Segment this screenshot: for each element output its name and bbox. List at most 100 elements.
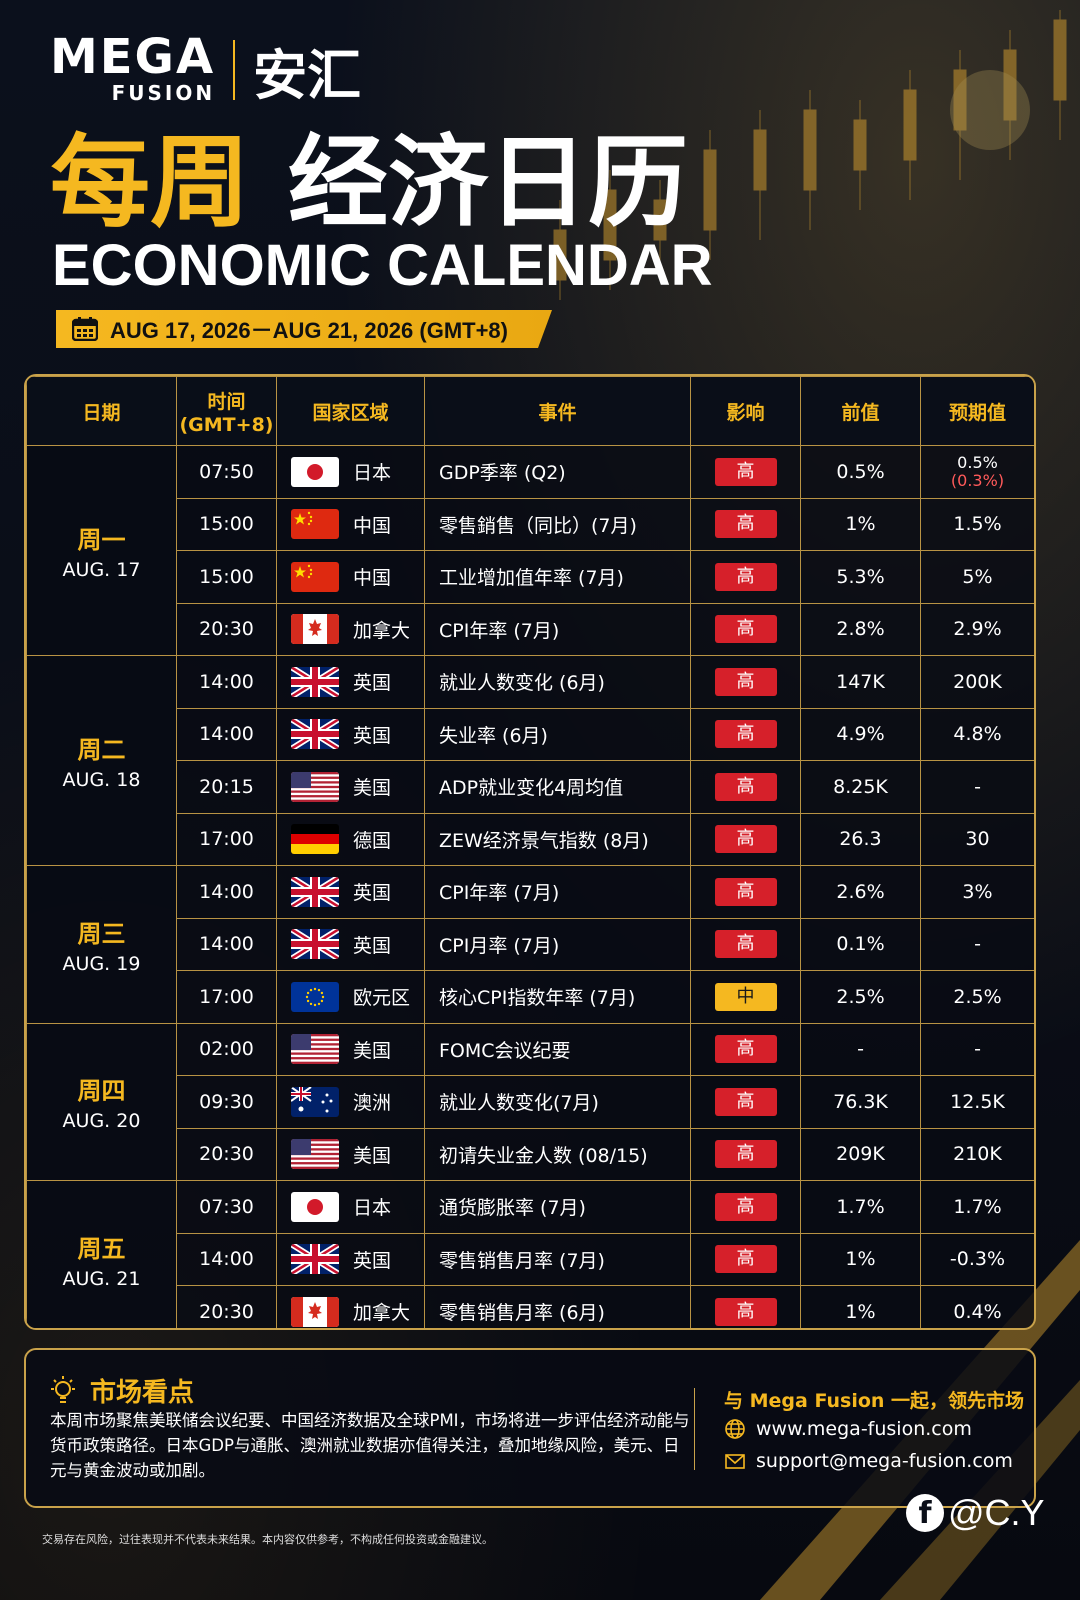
header-time: 时间 (GMT+8) <box>176 376 277 446</box>
country-name: 中国 <box>353 514 392 537</box>
table-row: 20:30 美国 初请失业金人数 (08/15) 高 209K 210K <box>27 1127 1034 1181</box>
previous-cell: 5.3% <box>800 550 921 604</box>
impact-badge: 高 <box>714 825 777 854</box>
germany-flag-icon <box>291 824 339 855</box>
logo-cn-name: 安汇 <box>253 43 362 107</box>
previous-cell: 1.7% <box>800 1180 921 1234</box>
uk-flag-icon <box>291 666 339 697</box>
date-range-text: AUG 17, 2026－AUG 21, 2026 (GMT+8) <box>110 318 508 343</box>
time-cell: 15:00 <box>176 550 277 604</box>
table-row: 17:00 德国 ZEW经济景气指数 (8月) 高 26.3 30 <box>27 812 1034 866</box>
country-cell: 欧元区 <box>276 970 425 1024</box>
country-name: 欧元区 <box>353 987 411 1010</box>
impact-badge: 高 <box>714 1140 777 1169</box>
email-text: support@mega-fusion.com <box>756 1450 1013 1472</box>
social-tag: f @C.Y <box>906 1492 1045 1534</box>
forecast-cell: 1.5% <box>920 497 1034 551</box>
event-cell: 核心CPI指数年率 (7月) <box>424 970 691 1024</box>
event-cell: FOMC会议纪要 <box>424 1022 691 1076</box>
date-range-banner: AUG 17, 2026－AUG 21, 2026 (GMT+8) <box>56 310 552 348</box>
header-previous: 前值 <box>800 376 921 446</box>
country-name: 英国 <box>353 724 392 747</box>
market-highlights-box: 市场看点 本周市场聚焦美联储会议纪要、中国经济数据及全球PMI，市场将进一步评估… <box>24 1348 1036 1508</box>
country-name: 澳洲 <box>353 1092 392 1115</box>
previous-cell: 0.1% <box>800 917 921 971</box>
impact-cell: 高 <box>690 602 801 656</box>
email-link[interactable]: support@mega-fusion.com <box>724 1450 1013 1472</box>
impact-badge: 高 <box>714 930 777 959</box>
impact-cell: 中 <box>690 970 801 1024</box>
previous-cell: - <box>800 1022 921 1076</box>
market-summary: 本周市场聚焦美联储会议纪要、中国经济数据及全球PMI，市场将进一步评估经济动能与… <box>50 1411 690 1480</box>
page-title-cn: 每周 经济日历 <box>50 128 688 238</box>
country-cell: 德国 <box>276 812 425 866</box>
impact-cell: 高 <box>690 1180 801 1234</box>
impact-cell: 高 <box>690 550 801 604</box>
uk-flag-icon <box>291 1244 339 1275</box>
forecast-cell: 0.4% <box>920 1285 1034 1328</box>
day-date: AUG. 17 <box>62 559 141 581</box>
header-impact: 影响 <box>690 376 801 446</box>
japan-flag-icon <box>291 1191 339 1222</box>
website-link[interactable]: www.mega-fusion.com <box>724 1418 972 1440</box>
time-cell: 15:00 <box>176 497 277 551</box>
table-row: 周五 AUG. 21 07:30 日本 通货膨胀率 (7月) 高 1.7% 1.7% <box>26 1180 1034 1328</box>
time-cell: 09:30 <box>176 1075 277 1129</box>
country-name: 日本 <box>353 462 392 485</box>
previous-cell: 2.6% <box>800 865 921 919</box>
market-title-text: 市场看点 <box>90 1378 195 1408</box>
forecast-cell: 0.5% (0.3%) <box>920 445 1034 499</box>
previous-cell: 76.3K <box>800 1075 921 1129</box>
day-name: 周五 <box>77 1234 126 1263</box>
impact-badge: 中 <box>714 982 777 1011</box>
impact-badge: 高 <box>714 1297 777 1326</box>
uk-flag-icon <box>291 929 339 960</box>
time-cell: 20:30 <box>176 1285 277 1328</box>
impact-badge: 高 <box>714 510 777 539</box>
impact-cell: 高 <box>690 497 801 551</box>
table-row: 15:00 中国 工业增加值年率 (7月) 高 5.3% 5% <box>27 550 1034 604</box>
uk-flag-icon <box>291 719 339 750</box>
time-cell: 20:15 <box>176 760 277 814</box>
event-cell: 就业人数变化 (6月) <box>424 655 691 709</box>
country-cell: 澳洲 <box>276 1075 425 1129</box>
table-row: 周四 AUG. 20 02:00 美国 FOMC会议纪要高 - - <box>26 1022 1034 1181</box>
day-cell: 周二 AUG. 18 <box>26 655 177 866</box>
forecast-cell: 12.5K <box>920 1075 1034 1129</box>
social-handle: @C.Y <box>948 1492 1045 1533</box>
event-cell: CPI年率 (7月) <box>424 865 691 919</box>
time-cell: 14:00 <box>176 655 277 709</box>
logo-fusion-text: FUSION <box>111 81 216 105</box>
forecast-cell: - <box>920 760 1034 814</box>
forecast-cell: 200K <box>920 655 1034 709</box>
forecast-cell: 1.7% <box>920 1180 1034 1234</box>
time-cell: 14:00 <box>176 865 277 919</box>
impact-cell: 高 <box>690 445 801 499</box>
time-cell: 07:30 <box>176 1180 277 1234</box>
impact-cell: 高 <box>690 655 801 709</box>
day-cell: 周四 AUG. 20 <box>26 1022 177 1181</box>
country-name: 英国 <box>353 672 392 695</box>
forecast-cell: - <box>920 917 1034 971</box>
event-cell: 就业人数变化(7月) <box>424 1075 691 1129</box>
disclaimer: 交易存在风险，过往表现并不代表未来结果。本内容仅供参考，不构成任何投资或金融建议… <box>42 1533 493 1546</box>
header-event: 事件 <box>424 376 691 446</box>
country-cell: 美国 <box>276 1022 425 1076</box>
facebook-icon: f <box>906 1494 944 1532</box>
day-cell: 周一 AUG. 17 <box>26 445 177 656</box>
forecast-cell: 5% <box>920 550 1034 604</box>
day-date: AUG. 21 <box>62 1267 141 1290</box>
event-cell: CPI月率 (7月) <box>424 917 691 971</box>
table-row: 14:00 英国 零售销售月率 (7月) 高 1% -0.3% <box>27 1232 1034 1286</box>
table-header-row: 日期 时间 (GMT+8) 国家区域 事件 影响 前值 预期值 <box>26 376 1034 446</box>
impact-cell: 高 <box>690 812 801 866</box>
logo-divider <box>233 40 236 100</box>
country-cell: 美国 <box>276 1127 425 1181</box>
forecast-cell: -0.3% <box>920 1232 1034 1286</box>
logo-mega-text: MEGA <box>50 29 216 85</box>
day-name: 周三 <box>77 919 126 948</box>
country-cell: 英国 <box>276 917 425 971</box>
impact-cell: 高 <box>690 865 801 919</box>
day-name: 周四 <box>77 1077 126 1106</box>
impact-cell: 高 <box>690 917 801 971</box>
